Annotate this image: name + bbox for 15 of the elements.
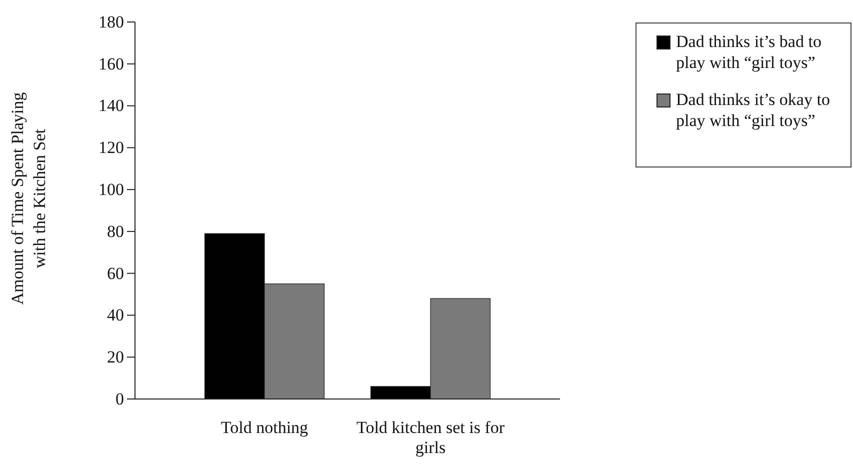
y-tick-label: 100 <box>98 180 124 199</box>
y-tick-label: 120 <box>98 138 124 158</box>
legend-label: Dad thinks it’s bad to play with “girl toys” <box>676 32 822 72</box>
legend-label: Dad thinks it’s okay to play with “girl toys” <box>676 90 830 130</box>
y-tick-label: 160 <box>98 54 124 74</box>
x-tick-label: Told kitchen set is for girls <box>356 418 505 457</box>
y-axis-title: Amount of Time Spent Playing with the Kitchen Set <box>8 92 49 305</box>
y-tick-label: 60 <box>107 264 124 283</box>
y-tick-label: 180 <box>98 12 124 32</box>
y-tick-label: 140 <box>98 96 124 116</box>
y-tick-label: 0 <box>116 389 124 408</box>
y-tick-label: 40 <box>107 306 124 325</box>
y-tick-label: 80 <box>107 222 124 241</box>
x-tick-label: Told nothing <box>220 418 309 437</box>
y-tick-label: 20 <box>107 348 124 367</box>
